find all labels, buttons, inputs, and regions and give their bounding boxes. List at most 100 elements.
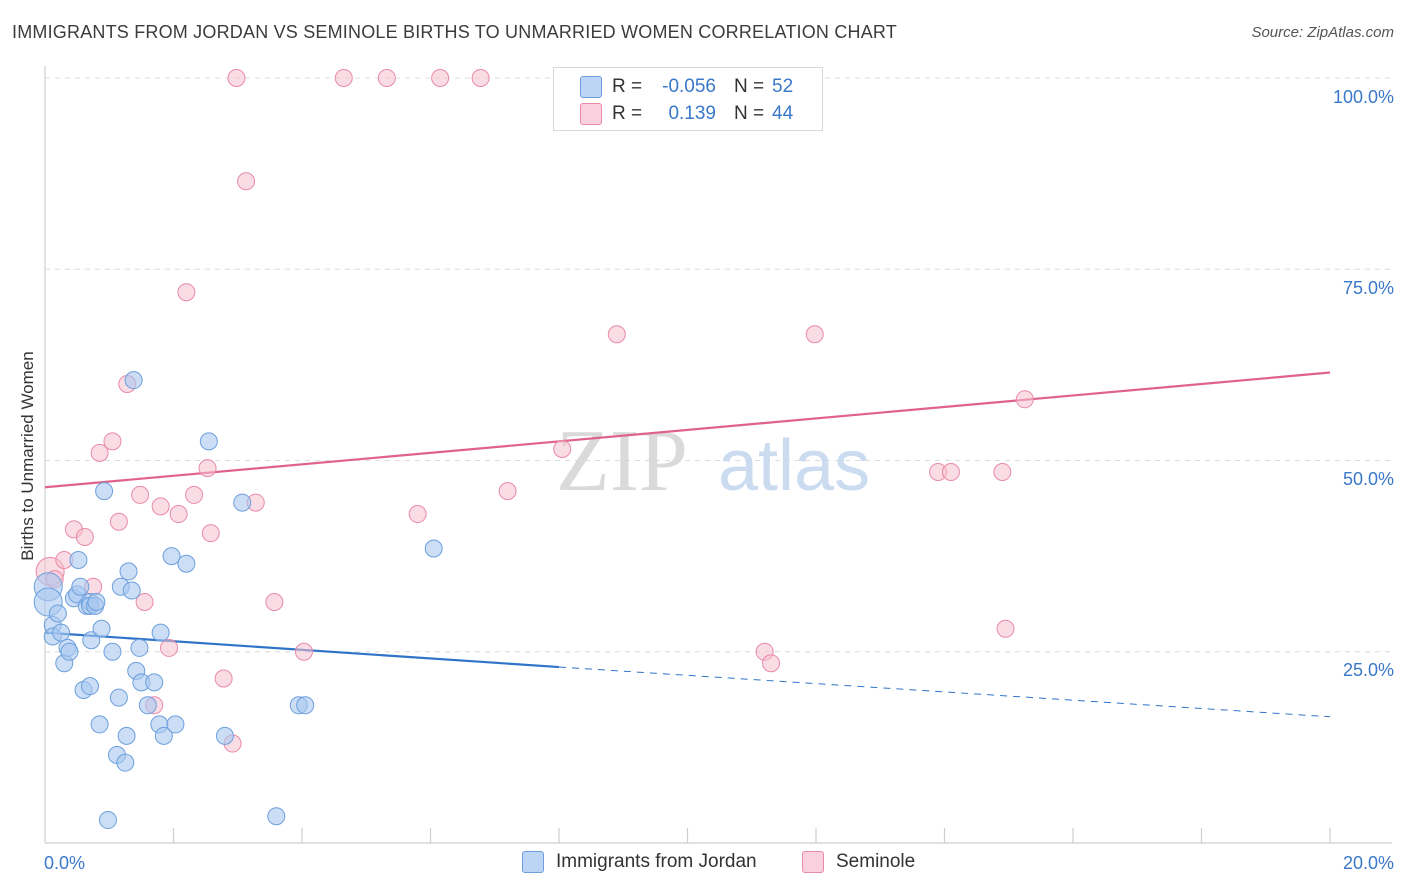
seminole-point <box>265 593 284 612</box>
jordan-r-value: -0.056 <box>662 76 716 97</box>
source-label: Source: ZipAtlas.com <box>1251 24 1394 41</box>
jordan-point <box>48 604 67 623</box>
jordan-point <box>90 715 109 734</box>
seminole-point <box>90 443 109 462</box>
seminole-point <box>151 497 170 516</box>
seminole-n-label: N = <box>734 103 765 124</box>
seminole-points <box>35 69 1034 753</box>
seminole-point <box>431 69 450 87</box>
legend-jordan-swatch <box>522 851 544 873</box>
seminole-point <box>996 619 1015 638</box>
jordan-point <box>124 371 143 390</box>
seminole-point <box>993 462 1012 481</box>
jordan-trend-line <box>44 631 1331 718</box>
seminole-point <box>214 669 233 688</box>
seminole-trend-line-path <box>44 371 1331 489</box>
jordan-r-label: R = <box>612 76 643 97</box>
jordan-point <box>424 539 443 558</box>
jordan-point <box>130 638 149 657</box>
chart-title: IMMIGRANTS FROM JORDAN VS SEMINOLE BIRTH… <box>12 22 898 42</box>
jordan-point <box>103 642 122 661</box>
jordan-point <box>117 726 136 745</box>
jordan-point <box>233 493 252 512</box>
jordan-point <box>177 554 196 573</box>
axes <box>44 66 1392 844</box>
jordan-point <box>52 623 71 642</box>
seminole-point <box>201 524 220 543</box>
jordan-point <box>80 677 99 696</box>
seminole-point <box>75 528 94 546</box>
jordan-point <box>154 726 173 745</box>
seminole-point <box>177 283 196 302</box>
correlation-legend: R = -0.056 N = 52 R = 0.139 N = 44 <box>553 67 823 131</box>
jordan-point <box>162 547 181 566</box>
jordan-point <box>87 593 106 612</box>
y-tick-25: 25.0% <box>1342 660 1394 680</box>
seminole-n-value: 44 <box>772 103 794 124</box>
jordan-n-label: N = <box>734 76 765 97</box>
legend-item-seminole: Seminole <box>802 851 915 873</box>
jordan-point <box>151 623 170 642</box>
legend-seminole-label: Seminole <box>836 851 916 872</box>
seminole-point <box>805 325 824 344</box>
jordan-point <box>119 562 138 581</box>
y-tick-75: 75.0% <box>1342 278 1394 298</box>
seminole-point <box>334 69 353 87</box>
seminole-point <box>131 485 150 504</box>
seminole-trend-line <box>44 371 1331 489</box>
jordan-point <box>145 673 164 692</box>
legend-seminole-swatch <box>802 851 824 873</box>
seminole-point <box>498 482 517 501</box>
jordan-point <box>82 631 101 650</box>
seminole-point <box>471 69 490 87</box>
seminole-point <box>762 654 781 673</box>
seminole-point <box>160 638 179 657</box>
legend-jordan-label: Immigrants from Jordan <box>556 851 757 872</box>
seminole-point <box>1015 390 1034 409</box>
jordan-point <box>92 619 111 638</box>
seminole-point <box>109 512 128 531</box>
jordan-point <box>296 696 315 715</box>
jordan-trend-dashed <box>558 666 1331 718</box>
seminole-point <box>169 505 188 524</box>
jordan-swatch <box>580 76 602 98</box>
seminole-point <box>103 432 122 451</box>
legend-item-jordan: Immigrants from Jordan <box>522 851 757 873</box>
seminole-point <box>227 69 246 87</box>
seminole-point <box>607 325 626 344</box>
jordan-point <box>267 807 286 826</box>
y-axis-label: Births to Unmarried Women <box>18 351 37 561</box>
seminole-point <box>198 459 217 478</box>
seminole-point <box>553 440 572 459</box>
jordan-point <box>166 715 185 734</box>
legend-row-seminole: R = 0.139 N = 44 <box>554 100 822 128</box>
seminole-r-value: 0.139 <box>668 103 716 124</box>
x-tick-min: 0.0% <box>44 853 86 873</box>
jordan-point <box>109 688 128 707</box>
x-tick-max: 20.0% <box>1342 853 1394 873</box>
y-tick-100: 100.0% <box>1332 87 1394 107</box>
jordan-point <box>215 726 234 745</box>
jordan-point <box>138 696 157 715</box>
legend-row-jordan: R = -0.056 N = 52 <box>554 73 822 101</box>
watermark-atlas: atlas <box>718 426 870 506</box>
seminole-swatch <box>580 103 602 125</box>
seminole-point <box>294 642 313 661</box>
seminole-point <box>941 462 960 481</box>
watermark-zip: ZIP <box>556 413 688 510</box>
jordan-point <box>122 581 141 600</box>
seminole-point <box>237 172 256 191</box>
jordan-n-value: 52 <box>772 76 794 97</box>
seminole-point <box>408 505 427 524</box>
jordan-point <box>60 642 79 661</box>
jordan-points <box>33 371 443 830</box>
jordan-point <box>116 753 135 772</box>
gridlines <box>45 77 1392 653</box>
jordan-point <box>98 811 117 830</box>
watermark: ZIP atlas <box>556 413 870 510</box>
seminole-point <box>135 593 154 612</box>
jordan-point <box>71 577 90 596</box>
jordan-point <box>199 432 218 451</box>
seminole-r-label: R = <box>612 103 643 124</box>
